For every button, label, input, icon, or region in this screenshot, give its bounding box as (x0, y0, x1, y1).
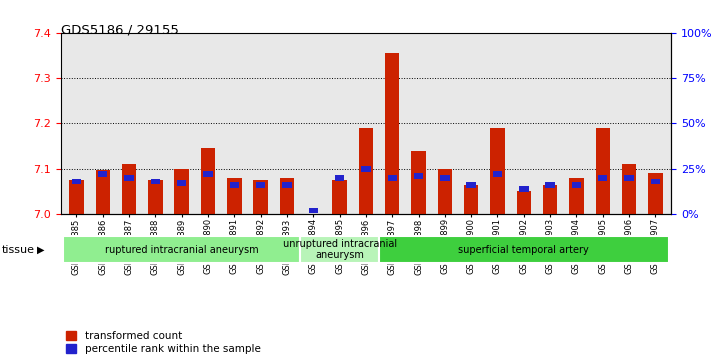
Bar (650, 179, 660, 184)
Bar (96, 170, 110, 214)
Bar (256, 182, 266, 188)
Bar (411, 151, 426, 214)
Text: ▶: ▶ (37, 245, 45, 255)
Bar (333, 180, 347, 214)
Bar (466, 182, 476, 188)
Bar (543, 185, 558, 214)
Bar (201, 148, 216, 214)
Text: tissue: tissue (1, 245, 34, 255)
Bar (516, 192, 531, 214)
Bar (203, 171, 213, 177)
Bar (227, 178, 241, 214)
Bar (358, 128, 373, 214)
Bar (438, 169, 452, 214)
Bar (64, 236, 300, 264)
Bar (519, 186, 528, 192)
Bar (385, 53, 399, 214)
Bar (335, 175, 344, 181)
Text: superficial temporal artery: superficial temporal artery (458, 245, 589, 254)
Bar (491, 128, 505, 214)
Bar (280, 178, 294, 214)
Bar (282, 182, 292, 188)
Legend: transformed count, percentile rank within the sample: transformed count, percentile rank withi… (66, 331, 261, 354)
Bar (624, 175, 634, 181)
Bar (598, 175, 608, 181)
Bar (174, 169, 189, 214)
Text: ruptured intracranial aneurysm: ruptured intracranial aneurysm (105, 245, 258, 254)
Bar (493, 171, 502, 177)
Bar (69, 180, 84, 214)
Bar (122, 164, 136, 214)
Bar (149, 180, 163, 214)
Bar (230, 182, 239, 188)
Bar (308, 208, 318, 213)
Bar (300, 236, 379, 264)
Bar (622, 164, 636, 214)
Bar (440, 175, 450, 181)
Bar (388, 175, 397, 181)
Bar (648, 174, 663, 214)
Text: GDS5186 / 29155: GDS5186 / 29155 (61, 24, 178, 37)
Bar (177, 180, 186, 186)
Bar (98, 171, 108, 177)
Bar (569, 178, 583, 214)
Bar (72, 179, 81, 184)
Bar (361, 166, 371, 172)
Bar (572, 182, 581, 188)
Bar (464, 185, 478, 214)
Bar (545, 182, 555, 188)
Text: unruptured intracranial
aneurysm: unruptured intracranial aneurysm (283, 239, 397, 260)
Bar (151, 179, 160, 184)
Bar (253, 180, 268, 214)
Bar (379, 236, 668, 264)
Bar (124, 175, 134, 181)
Bar (414, 173, 423, 179)
Bar (595, 128, 610, 214)
